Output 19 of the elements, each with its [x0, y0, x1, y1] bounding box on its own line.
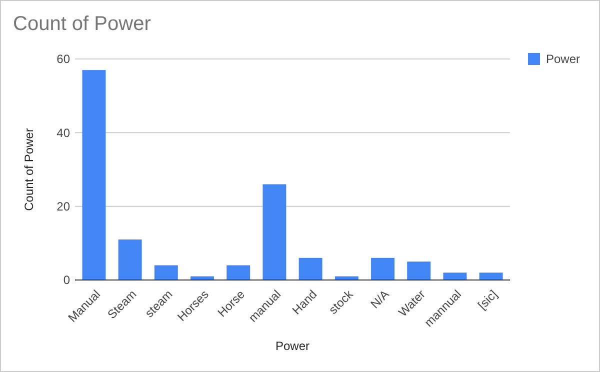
legend-label: Power — [546, 52, 580, 66]
bar — [154, 265, 178, 280]
bar — [262, 184, 286, 280]
bar — [82, 70, 106, 280]
y-axis-title: Count of Power — [22, 128, 36, 211]
bar — [479, 272, 503, 280]
y-tick-label: 60 — [56, 52, 70, 66]
bar — [226, 265, 250, 280]
y-tick-label: 40 — [56, 126, 70, 140]
bar — [118, 239, 142, 280]
bar — [298, 258, 322, 280]
x-axis-title: Power — [275, 339, 310, 353]
bar — [371, 258, 394, 280]
bar — [407, 262, 431, 280]
bar — [443, 272, 467, 280]
y-tick-label: 20 — [56, 200, 70, 214]
x-tick-label: N/A — [368, 287, 392, 312]
chart-title: Count of Power — [13, 13, 152, 35]
y-tick-label: 0 — [63, 273, 70, 288]
